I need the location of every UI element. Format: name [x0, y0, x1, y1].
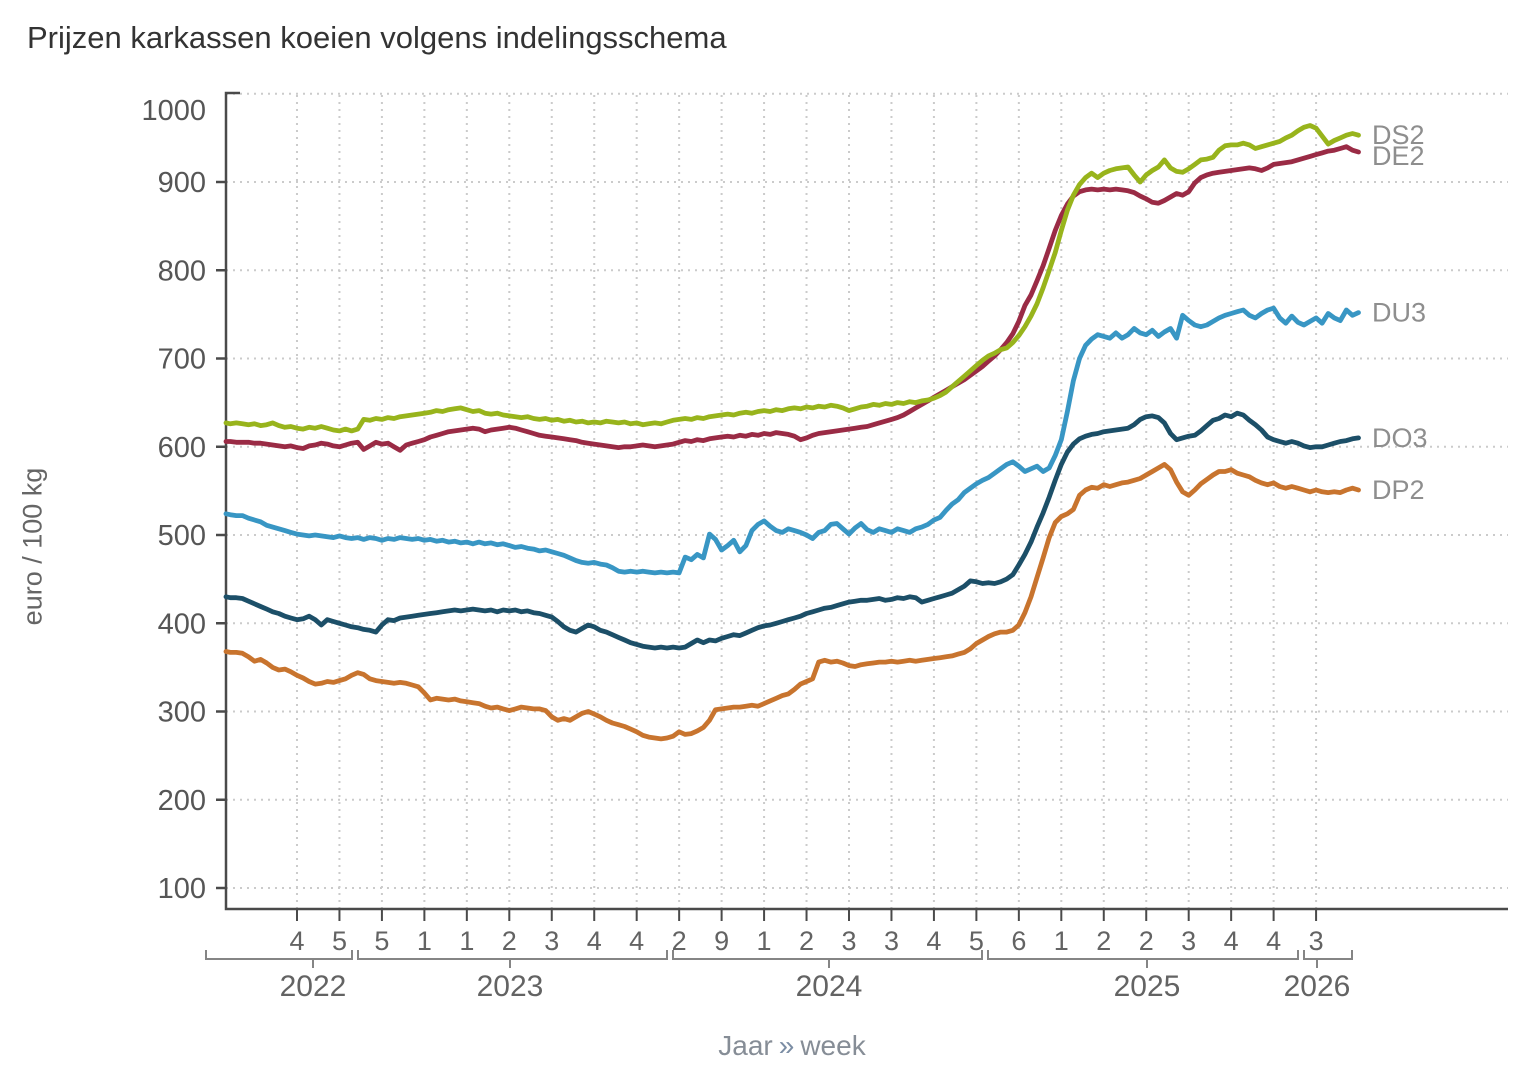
series-line-DO3 — [223, 410, 1361, 651]
week-tick-label: 1 — [757, 926, 772, 956]
x-axis-title-separator: » — [778, 1030, 795, 1061]
year-label: 2023 — [477, 970, 544, 1003]
week-tick-label: 2 — [799, 926, 814, 956]
series-line-DU3 — [223, 305, 1361, 576]
week-tick-label: 4 — [1266, 926, 1281, 956]
y-tick-label: 900 — [158, 167, 206, 199]
year-bracket — [357, 950, 668, 960]
week-tick-label: 3 — [544, 926, 559, 956]
year-label: 2024 — [796, 970, 863, 1003]
y-tick-label: 600 — [158, 432, 206, 464]
year-bracket — [672, 950, 983, 960]
week-tick-label: 6 — [1011, 926, 1026, 956]
week-tick-label: 2 — [1139, 926, 1154, 956]
week-tick-label: 4 — [629, 926, 644, 956]
week-tick-label: 1 — [1054, 926, 1069, 956]
year-bracket — [987, 950, 1299, 960]
axis-lines — [224, 91, 1508, 911]
year-label: 2026 — [1284, 970, 1351, 1003]
week-tick-label: 5 — [332, 926, 347, 956]
week-tick-label: 5 — [374, 926, 389, 956]
series-line-DE2 — [223, 144, 1361, 453]
x-axis-title-jaar: Jaar — [718, 1030, 773, 1061]
y-tick-label: 300 — [158, 697, 206, 729]
y-tick-label: 100 — [158, 873, 206, 905]
series-label-DO3: DO3 — [1372, 423, 1428, 453]
week-tick-label: 2 — [502, 926, 517, 956]
week-tick-label: 1 — [417, 926, 432, 956]
x-axis-title-week: week — [800, 1030, 866, 1061]
y-tick-label: 200 — [158, 785, 206, 817]
week-tick-label: 4 — [289, 926, 304, 956]
week-tick-label: 3 — [841, 926, 856, 956]
x-axis-title: Jaar» week — [592, 1030, 992, 1062]
week-tick-label: 2 — [672, 926, 687, 956]
chart-title: Prijzen karkassen koeien volgens indelin… — [27, 20, 727, 55]
week-tick-label: 4 — [587, 926, 602, 956]
year-bracket — [1303, 950, 1353, 960]
series-label-DU3: DU3 — [1372, 298, 1426, 328]
week-tick-label: 4 — [1224, 926, 1239, 956]
week-tick-label: 9 — [714, 926, 729, 956]
week-tick-label: 3 — [884, 926, 899, 956]
y-tick-label: 400 — [158, 608, 206, 640]
year-label: 2022 — [280, 970, 347, 1003]
week-tick-label: 1 — [459, 926, 474, 956]
week-tick-label: 3 — [1309, 926, 1324, 956]
series-label-DP2: DP2 — [1372, 475, 1425, 505]
y-tick-label: 1000 — [141, 95, 206, 127]
week-tick-label: 3 — [1181, 926, 1196, 956]
year-label: 2025 — [1114, 970, 1181, 1003]
y-tick-label: 700 — [158, 344, 206, 376]
year-bracket — [205, 950, 353, 960]
series-label-DE2: DE2 — [1372, 141, 1425, 171]
y-tick-label: 800 — [158, 255, 206, 287]
y-tick-label: 500 — [158, 520, 206, 552]
week-tick-label: 5 — [969, 926, 984, 956]
series-label-DS2: DS2 — [1372, 120, 1425, 150]
y-axis-title: euro / 100 kg — [17, 467, 48, 626]
series-line-DP2 — [223, 461, 1361, 742]
week-tick-label: 2 — [1096, 926, 1111, 956]
week-tick-label: 4 — [926, 926, 941, 956]
series-line-DS2 — [223, 123, 1361, 434]
